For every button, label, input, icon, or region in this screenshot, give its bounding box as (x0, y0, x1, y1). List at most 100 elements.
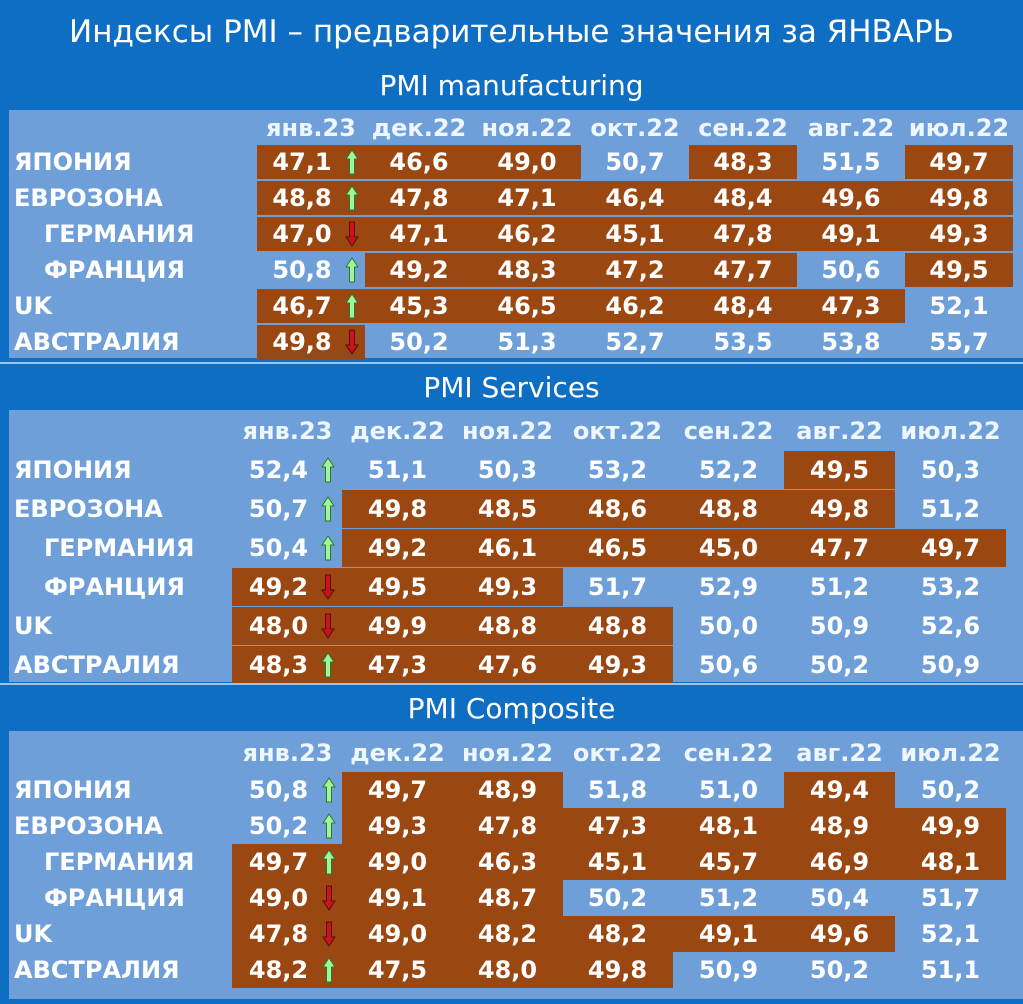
value-cell: 47,1 (257, 145, 365, 179)
value-cell: 46,6 (365, 145, 473, 179)
value-cell: 49,8 (257, 325, 365, 359)
value-cell: 48,8 (562, 607, 673, 645)
value-cell: 48,8 (673, 490, 784, 528)
value-cell: 47,7 (784, 529, 895, 567)
arrow-up-icon (322, 849, 336, 875)
column-header: авг.22 (796, 739, 883, 767)
value-cell: 48,5 (452, 490, 563, 528)
value-cell: 50,7 (605, 148, 665, 176)
value-cell: 50,3 (477, 456, 538, 484)
value-cell: 52,6 (920, 612, 981, 640)
value-cell: 49,0 (232, 880, 343, 916)
column-header: янв.23 (266, 114, 356, 142)
value-cell: 51,7 (920, 884, 981, 912)
value-cell: 47,1 (365, 217, 473, 251)
value-cell: 46,5 (473, 289, 581, 323)
value-cell: 48,3 (473, 253, 581, 287)
arrow-up-icon (345, 149, 359, 175)
country-label-eurozone: ЕВРОЗОНА (14, 495, 163, 523)
arrow-up-icon (345, 293, 359, 319)
value-cell: 53,5 (713, 328, 773, 356)
value-cell: 47,5 (342, 952, 453, 988)
value-cell: 53,2 (920, 573, 981, 601)
value-cell: 51,7 (587, 573, 648, 601)
value-cell: 50,7 (248, 495, 309, 523)
value-cell: 47,7 (689, 253, 797, 287)
value-cell: 48,2 (562, 916, 673, 952)
value-cell: 49,1 (673, 916, 784, 952)
value-cell: 46,3 (452, 844, 563, 880)
value-cell: 49,2 (365, 253, 473, 287)
value-cell: 45,7 (673, 844, 784, 880)
country-label-germany: ГЕРМАНИЯ (44, 534, 195, 562)
value-cell: 50,4 (248, 534, 309, 562)
arrow-up-icon (321, 496, 335, 522)
page-title: Индексы PMI – предварительные значения з… (0, 0, 1023, 64)
value-cell: 51,2 (920, 495, 981, 523)
value-cell: 55,7 (929, 328, 989, 356)
value-cell: 45,1 (562, 844, 673, 880)
value-cell: 52,9 (698, 573, 759, 601)
country-label-germany: ГЕРМАНИЯ (44, 848, 195, 876)
country-label-eurozone: ЕВРОЗОНА (14, 184, 163, 212)
column-header: ноя.22 (462, 739, 553, 767)
value-cell: 48,1 (673, 808, 784, 844)
value-cell: 50,0 (698, 612, 759, 640)
value-cell: 49,3 (562, 646, 673, 684)
country-label-france: ФРАНЦИЯ (44, 256, 185, 284)
value-cell: 49,3 (342, 808, 453, 844)
value-cell: 52,2 (698, 456, 759, 484)
value-cell: 50,2 (920, 776, 981, 804)
value-cell: 47,6 (452, 646, 563, 684)
value-cell: 48,9 (452, 772, 563, 808)
value-cell: 51,5 (821, 148, 881, 176)
value-cell: 48,2 (452, 916, 563, 952)
value-cell: 52,4 (248, 456, 309, 484)
country-label-australia: АВСТРАЛИЯ (14, 328, 180, 356)
country-label-france: ФРАНЦИЯ (44, 884, 185, 912)
value-cell: 48,4 (689, 289, 797, 323)
value-cell: 47,3 (797, 289, 905, 323)
value-cell: 53,2 (587, 456, 648, 484)
value-cell: 46,2 (473, 217, 581, 251)
value-cell: 49,9 (342, 607, 453, 645)
column-header: авг.22 (807, 114, 895, 142)
value-cell: 49,2 (342, 529, 453, 567)
country-label-uk: UK (14, 292, 53, 320)
value-cell: 48,7 (452, 880, 563, 916)
arrow-up-icon (345, 257, 359, 283)
value-cell: 49,6 (784, 916, 895, 952)
value-cell: 49,5 (342, 568, 453, 606)
value-cell: 51,2 (809, 573, 870, 601)
value-cell: 48,0 (452, 952, 563, 988)
value-cell: 49,4 (784, 772, 895, 808)
country-label-eurozone: ЕВРОЗОНА (14, 812, 163, 840)
value-cell: 48,4 (689, 181, 797, 215)
section-divider (0, 362, 1023, 364)
value-cell: 49,3 (452, 568, 563, 606)
value-cell: 49,3 (905, 217, 1013, 251)
value-cell: 48,9 (784, 808, 895, 844)
value-cell: 51,2 (698, 884, 759, 912)
value-cell: 48,1 (895, 844, 1006, 880)
value-cell: 49,8 (342, 490, 453, 528)
value-cell: 49,7 (895, 529, 1006, 567)
arrow-down-icon (321, 613, 335, 639)
value-cell: 52,1 (920, 920, 981, 948)
arrow-down-icon (345, 221, 359, 247)
column-header: сен.22 (683, 739, 774, 767)
column-header: июл.22 (900, 739, 1001, 767)
value-cell: 52,7 (605, 328, 665, 356)
country-label-australia: АВСТРАЛИЯ (14, 956, 180, 984)
arrow-down-icon (322, 921, 336, 947)
arrow-up-icon (321, 457, 335, 483)
value-cell: 47,1 (473, 181, 581, 215)
value-cell: 50,9 (920, 651, 981, 679)
value-cell: 45,1 (581, 217, 689, 251)
value-cell: 50,2 (248, 812, 309, 840)
value-cell: 49,8 (562, 952, 673, 988)
column-header: сен.22 (698, 114, 788, 142)
arrow-down-icon (322, 885, 336, 911)
value-cell: 50,8 (272, 256, 332, 284)
